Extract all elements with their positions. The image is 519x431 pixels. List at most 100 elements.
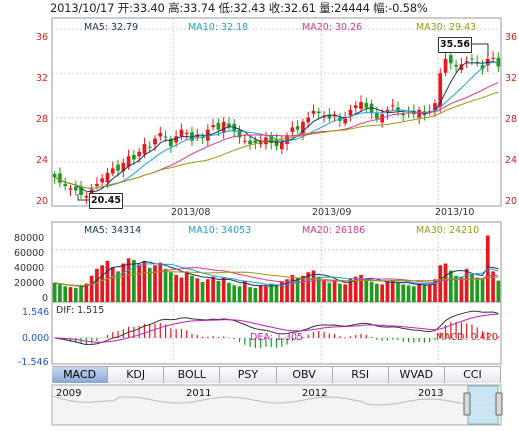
volume-bar — [184, 271, 189, 302]
volume-bar — [190, 275, 194, 302]
macd-dea-legend: DEA: 1.305 — [250, 332, 304, 343]
price-panel-frame — [51, 17, 502, 207]
volume-bar — [390, 280, 395, 302]
candle-body — [158, 133, 163, 137]
volume-bar — [353, 276, 358, 302]
volume-ma5-legend: MA5: 34314 — [84, 225, 142, 236]
candle-body — [279, 141, 284, 150]
candle-body — [174, 136, 178, 143]
candle-body — [348, 109, 353, 116]
tab-macd[interactable]: MACD — [52, 367, 109, 383]
tab-kdj[interactable]: KDJ — [108, 367, 165, 383]
navigator-year: 2012 — [302, 388, 328, 399]
navigator-year: 2009 — [56, 388, 82, 399]
volume-bar — [121, 263, 126, 302]
candle-body — [459, 64, 464, 71]
volume-bar — [95, 268, 99, 302]
volume-bar — [73, 288, 78, 302]
tab-obv[interactable]: OBV — [276, 367, 333, 383]
volume-bar — [153, 265, 157, 302]
candle-body — [390, 105, 395, 107]
volume-bar — [79, 285, 83, 302]
volume-bar — [105, 260, 110, 302]
macd-ytick: 0.000 — [22, 333, 50, 344]
volume-bar — [311, 270, 316, 302]
tab-rsi[interactable]: RSI — [332, 367, 389, 383]
volume-bar — [454, 275, 458, 302]
candle-body — [184, 133, 189, 135]
price-ma20-legend: MA20: 30.26 — [302, 22, 363, 33]
price-ytick-left: 24 — [36, 155, 49, 166]
volume-bar — [205, 279, 210, 302]
volume-bar — [343, 284, 348, 302]
candle-body — [301, 121, 305, 134]
candle-body — [221, 121, 226, 133]
volume-bar — [258, 285, 263, 302]
candle-body — [364, 102, 369, 108]
candle-body — [169, 138, 173, 147]
candle-body — [84, 196, 89, 198]
volume-bar — [158, 262, 163, 302]
volume-ytick: 0 — [42, 293, 49, 304]
candle-body — [237, 130, 242, 138]
volume-bar — [232, 285, 237, 302]
volume-bar — [163, 268, 168, 302]
volume-bar — [174, 274, 178, 302]
tab-boll[interactable]: BOLL — [164, 367, 221, 383]
candle-body — [116, 164, 120, 171]
candle-body — [306, 117, 311, 123]
date-tick: 2013/08 — [171, 207, 211, 218]
navigator-history-line — [51, 395, 502, 406]
date-tick: 2013/10 — [435, 207, 475, 218]
volume-ma10-legend: MA10: 34053 — [188, 225, 252, 236]
tab-cci[interactable]: CCI — [444, 367, 501, 383]
volume-bar — [269, 283, 274, 302]
volume-bar — [464, 268, 469, 302]
price-ytick-right: 28 — [505, 114, 518, 125]
date-tick: 2013/09 — [312, 207, 352, 218]
tab-psy[interactable]: PSY — [220, 367, 277, 383]
volume-bar — [279, 281, 284, 302]
candle-body — [470, 58, 474, 60]
candle-body — [79, 187, 83, 195]
price-ytick-right: 32 — [505, 73, 518, 84]
volume-bar — [137, 264, 142, 302]
volume-bar — [126, 258, 131, 302]
macd-dif-line — [54, 310, 499, 346]
volume-ma20-legend: MA20: 26186 — [302, 225, 366, 236]
candle-body — [248, 140, 252, 145]
candle-body — [52, 173, 57, 178]
price-ma30-legend: MA30: 29.43 — [416, 22, 477, 33]
volume-ytick: 60000 — [14, 248, 45, 259]
candle-body — [491, 57, 495, 59]
volume-bar — [396, 282, 400, 302]
volume-ma5-line — [54, 260, 499, 287]
volume-bar — [385, 281, 390, 302]
macd-dif-legend: DIF: 1.515 — [56, 305, 105, 316]
volume-bar — [100, 265, 105, 302]
volume-bar — [89, 275, 94, 302]
tab-wvad[interactable]: WVAD — [388, 367, 445, 383]
volume-bar — [227, 282, 231, 302]
volume-bar — [327, 282, 332, 302]
volume-bar — [253, 288, 258, 302]
volume-bar — [364, 279, 369, 302]
candle-body — [195, 135, 200, 138]
candle-body — [132, 154, 136, 160]
candle-body — [322, 116, 326, 118]
price-ma10-legend: MA10: 32.18 — [188, 22, 249, 33]
candle-body — [147, 146, 152, 148]
candle-body — [253, 140, 258, 143]
candle-body — [105, 172, 110, 183]
volume-bar — [496, 280, 501, 302]
price-ma10-line — [54, 61, 499, 189]
candle-body — [58, 173, 62, 183]
candle-body — [163, 136, 168, 138]
navigator-right-handle — [495, 392, 503, 416]
navigator-left-handle — [463, 392, 471, 416]
volume-bar — [110, 267, 115, 302]
indicator-tabs: MACD KDJ BOLL PSY OBV RSI WVAD CCI — [52, 366, 501, 384]
candle-body — [385, 109, 390, 114]
